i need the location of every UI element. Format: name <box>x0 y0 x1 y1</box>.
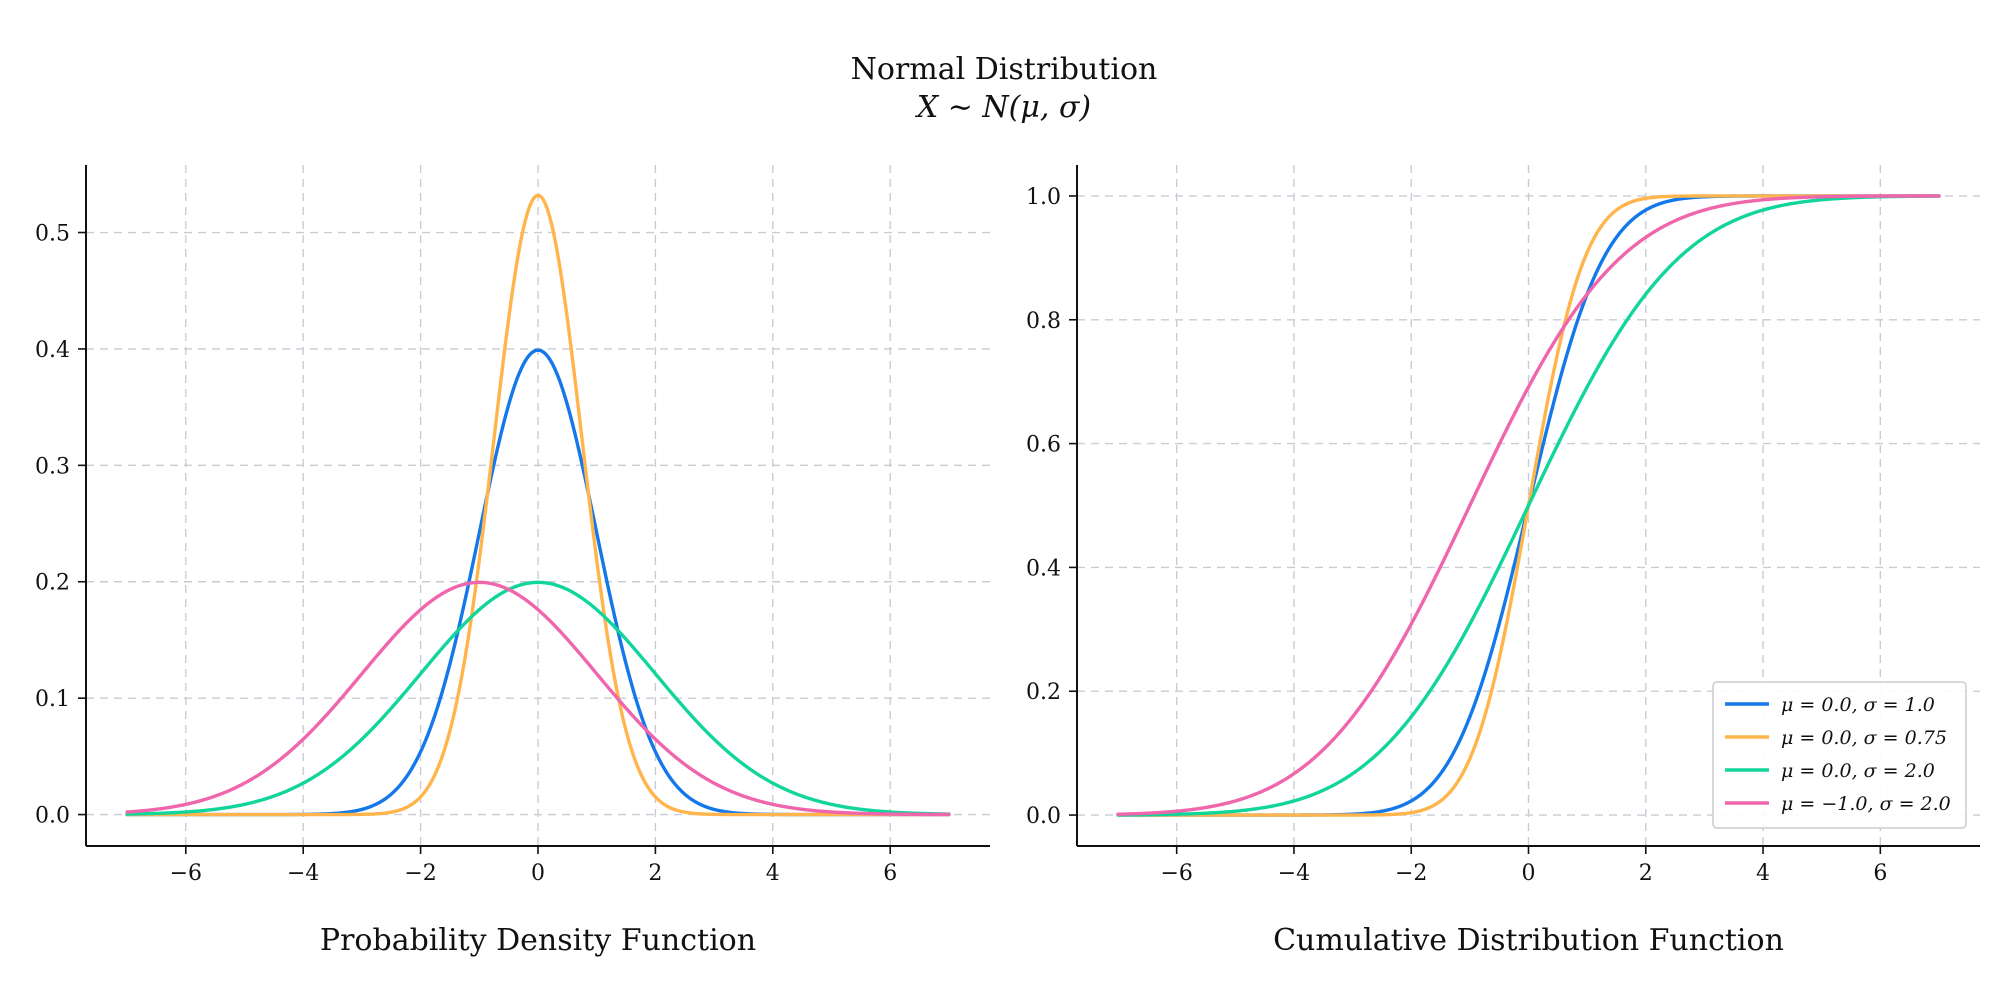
pdf-y-tick-label: 0.0 <box>35 804 70 829</box>
pdf-x-tick-label: 6 <box>883 861 897 886</box>
cdf-y-tick-label: 0.2 <box>1026 680 1061 705</box>
cdf-x-tick-label: −2 <box>1395 861 1427 886</box>
cdf-x-axis-label: Cumulative Distribution Function <box>1273 923 1784 958</box>
pdf-y-tick-label: 0.1 <box>35 687 70 712</box>
cdf-series-line-2 <box>1116 194 1941 817</box>
pdf-y-tick-label: 0.3 <box>35 454 70 479</box>
cdf-x-tick-label: −4 <box>1278 861 1310 886</box>
pdf-x-axis-label: Probability Density Function <box>320 923 756 958</box>
cdf-series-line-3 <box>1116 194 1941 816</box>
cdf-x-tick-label: 2 <box>1639 861 1653 886</box>
cdf-y-tick-label: 0.4 <box>1026 556 1061 581</box>
cdf-x-tick-label: 4 <box>1756 861 1770 886</box>
legend-entry-label: μ = 0.0, σ = 1.0 <box>1781 694 1935 716</box>
pdf-y-tick-label: 0.4 <box>35 338 70 363</box>
legend-entry-label: μ = −1.0, σ = 2.0 <box>1781 793 1951 815</box>
pdf-series-line-1 <box>125 193 951 817</box>
cdf-y-tick-label: 1.0 <box>1026 185 1061 210</box>
legend-box <box>1712 681 1967 829</box>
pdf-series-line-2 <box>125 580 951 816</box>
figure-title: Normal Distribution <box>851 52 1158 87</box>
pdf-y-tick-label: 0.5 <box>35 222 70 247</box>
cdf-y-tick-label: 0.0 <box>1026 804 1061 829</box>
cdf-y-tick-label: 0.8 <box>1026 309 1061 334</box>
figure-subtitle: X ∼ N(μ, σ) <box>915 90 1091 125</box>
pdf-x-tick-label: 2 <box>648 861 662 886</box>
cdf-x-tick-label: 0 <box>1522 861 1536 886</box>
legend: μ = 0.0, σ = 1.0 μ = 0.0, σ = 0.75 μ = 0.0… <box>1712 681 1967 829</box>
cdf-x-tick-label: 6 <box>1873 861 1887 886</box>
pdf-x-tick-label: −2 <box>404 861 436 886</box>
legend-entry-label: μ = 0.0, σ = 2.0 <box>1781 760 1935 782</box>
pdf-y-tick-label: 0.2 <box>35 571 70 596</box>
pdf-x-tick-label: −4 <box>287 861 319 886</box>
pdf-series-line-3 <box>125 580 951 817</box>
pdf-x-tick-label: 0 <box>531 861 545 886</box>
cdf-y-tick-label: 0.6 <box>1026 433 1061 458</box>
pdf-panel: −6 −4 −2 0 2 4 6 0.0 0.1 0.2 0.3 0.4 0.5 Probability … <box>35 165 990 958</box>
pdf-x-tick-label: −6 <box>170 861 202 886</box>
legend-entry-label: μ = 0.0, σ = 0.75 <box>1781 727 1947 749</box>
cdf-panel: −6 −4 −2 0 2 4 6 0.0 0.2 0.4 0.6 0.8 1.0 Cumulative D… <box>1026 165 1980 958</box>
cdf-x-tick-label: −6 <box>1160 861 1192 886</box>
pdf-x-tick-label: 4 <box>766 861 780 886</box>
